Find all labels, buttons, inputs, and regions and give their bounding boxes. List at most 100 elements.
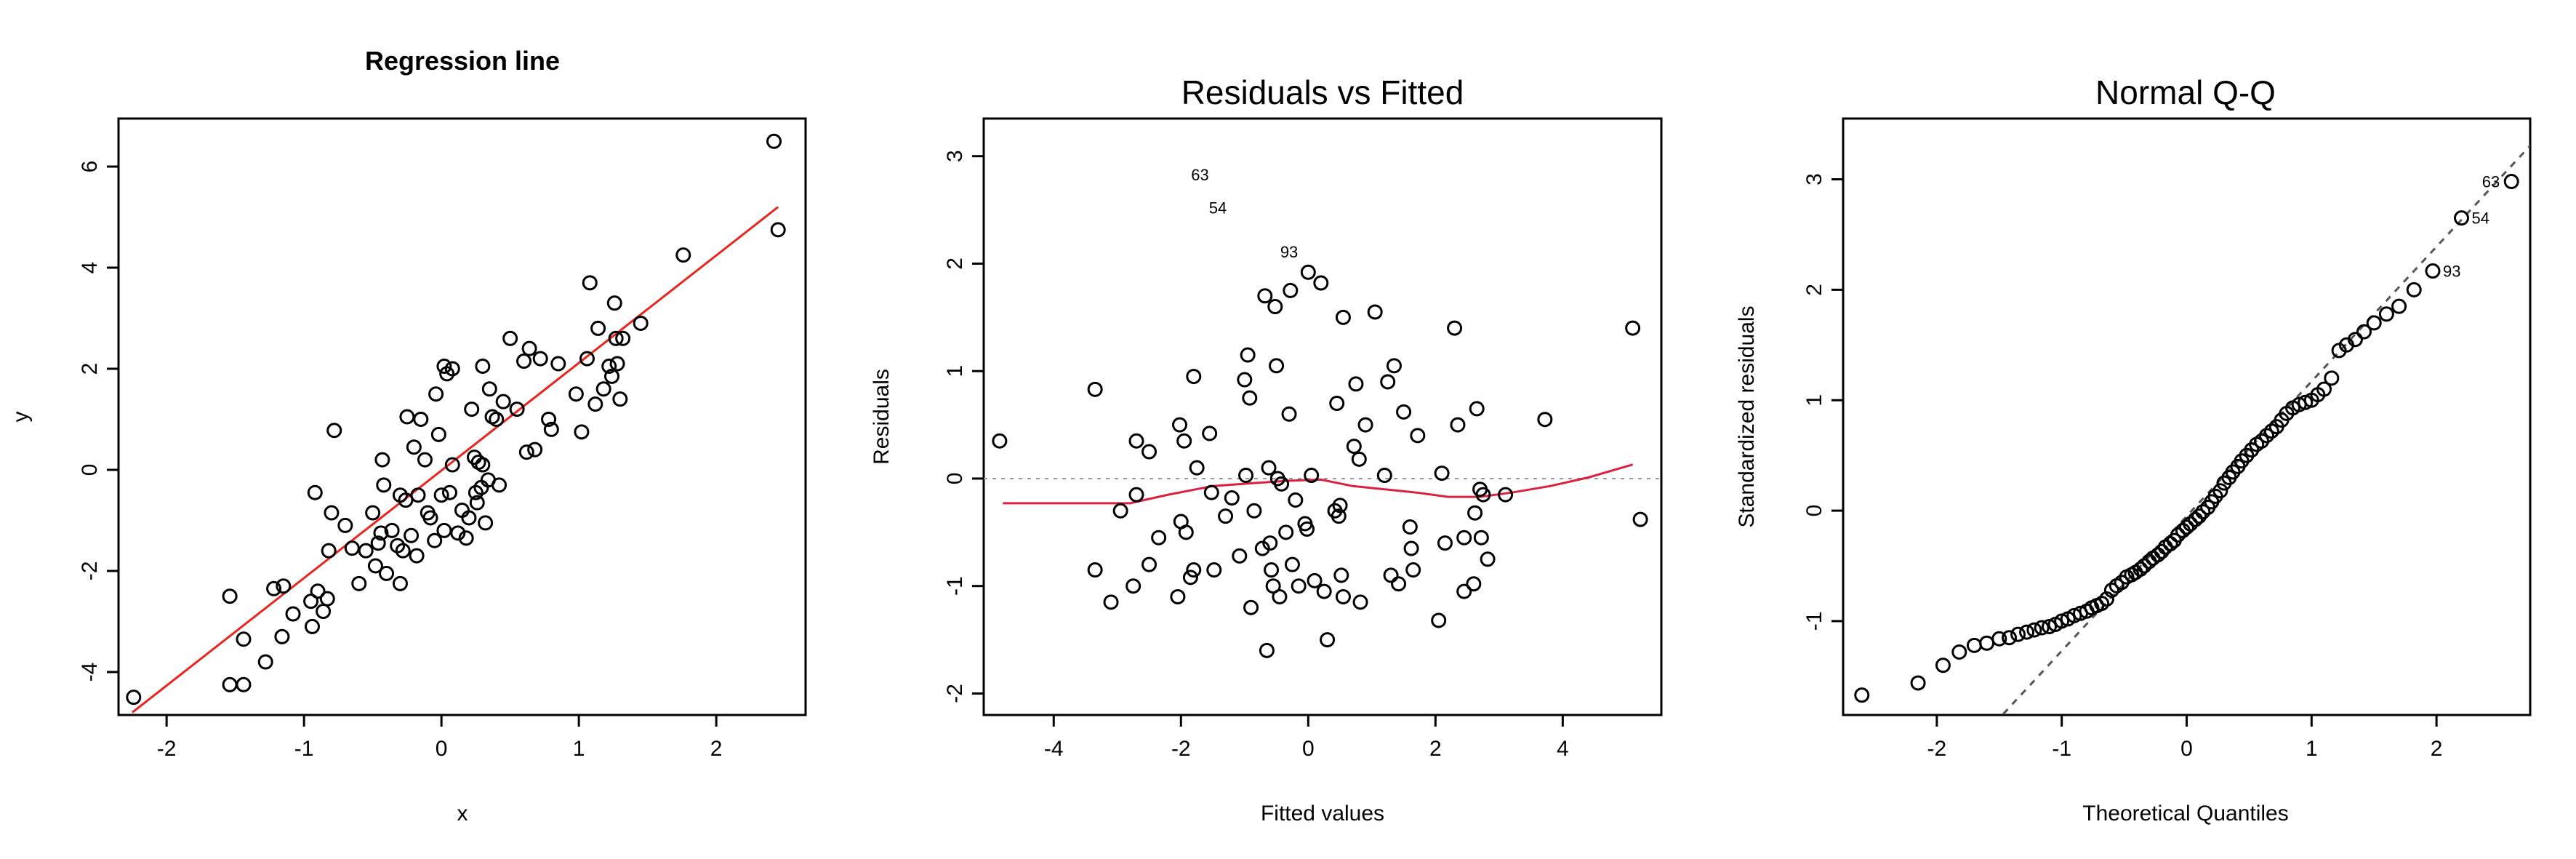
data-point	[489, 411, 505, 427]
data-point	[1367, 304, 1383, 320]
data-point	[379, 565, 395, 581]
x-tick-label: 2	[1429, 737, 1442, 761]
data-point	[606, 295, 622, 311]
data-point	[444, 361, 460, 377]
y-axis-label: Residuals	[870, 369, 894, 465]
data-point	[475, 457, 491, 473]
data-point	[1410, 428, 1426, 444]
data-point	[365, 505, 381, 521]
x-tick-label: 2	[710, 737, 723, 761]
data-point	[1348, 376, 1364, 392]
data-point	[450, 525, 466, 541]
x-tick-label: -1	[2052, 737, 2071, 761]
data-point	[2034, 620, 2050, 636]
data-point	[417, 452, 433, 468]
data-point	[410, 487, 426, 503]
smooth-curve	[1003, 463, 1634, 505]
x-ticks: -2 -1 0 1 2	[157, 715, 723, 761]
x-tick-label: -4	[1044, 737, 1064, 761]
chart-title: Regression line	[365, 46, 560, 76]
data-point	[541, 411, 557, 427]
y-tick-label: -1	[943, 576, 967, 596]
data-point	[1141, 444, 1157, 460]
data-point	[1284, 556, 1300, 572]
data-point	[276, 578, 292, 594]
data-point	[595, 381, 611, 397]
data-point	[612, 391, 628, 407]
data-point	[2154, 543, 2170, 559]
data-point	[1480, 551, 1496, 567]
data-point	[1966, 637, 1982, 653]
data-point	[1278, 524, 1294, 540]
data-point	[1232, 548, 1248, 564]
data-point	[2316, 381, 2332, 397]
data-point	[609, 356, 625, 372]
y-ticks: -2 -1 0 1 2 3	[943, 150, 984, 703]
y-ticks: -4 -2 0 2 4 6	[78, 161, 119, 682]
data-point	[1979, 635, 1995, 651]
data-point	[2356, 324, 2372, 340]
point-label: 93	[2443, 263, 2460, 281]
data-point	[1189, 460, 1205, 476]
data-points	[126, 133, 786, 714]
data-point	[1473, 530, 1489, 546]
data-point	[1450, 417, 1466, 433]
data-point	[358, 543, 374, 559]
data-point	[1237, 372, 1253, 388]
x-tick-label: -2	[157, 737, 177, 761]
data-point	[2162, 536, 2178, 552]
data-point	[436, 522, 452, 538]
data-point	[1267, 299, 1283, 315]
data-point	[1291, 578, 1307, 594]
data-point	[550, 356, 566, 372]
x-axis-label: Theoretical Quantiles	[2082, 802, 2288, 826]
data-point	[1170, 588, 1186, 604]
data-point	[303, 594, 319, 610]
data-point	[491, 477, 507, 493]
y-tick-label: 2	[78, 363, 102, 375]
data-point	[1456, 583, 1472, 599]
chart-title: Residuals vs Fitted	[1181, 73, 1464, 111]
data-point	[2179, 519, 2194, 535]
y-tick-label: 0	[943, 473, 967, 485]
data-point	[2019, 624, 2035, 640]
data-point	[1391, 576, 1407, 592]
data-point	[222, 588, 238, 604]
y-tick-label: 4	[78, 262, 102, 274]
data-point	[1332, 498, 1348, 514]
data-point	[1335, 588, 1351, 604]
data-point	[441, 484, 457, 500]
x-tick-label: -2	[1927, 737, 1947, 761]
x-tick-label: 4	[1557, 737, 1569, 761]
data-point	[304, 618, 320, 634]
data-point	[1854, 687, 1870, 703]
data-point	[2378, 306, 2394, 322]
y-tick-label: 2	[943, 257, 967, 270]
data-point	[1346, 439, 1362, 455]
data-point	[1182, 570, 1198, 586]
data-point	[1333, 567, 1349, 583]
data-point	[1202, 425, 1218, 442]
x-tick-label: -2	[1171, 737, 1191, 761]
data-point	[430, 426, 446, 442]
data-point	[2503, 174, 2519, 190]
data-point	[307, 484, 323, 500]
data-point	[2212, 483, 2228, 499]
data-point	[2103, 582, 2119, 598]
data-point	[1087, 562, 1103, 578]
data-point	[1475, 487, 1491, 503]
data-point	[1403, 540, 1419, 556]
data-point	[2026, 622, 2042, 638]
data-point	[1272, 588, 1288, 604]
data-point	[1437, 535, 1453, 551]
data-point	[1261, 460, 1277, 476]
data-point	[770, 222, 786, 238]
data-point	[1288, 492, 1304, 508]
data-point	[579, 351, 595, 367]
data-point	[1380, 374, 1396, 390]
data-point	[1935, 658, 1951, 674]
data-point	[1269, 358, 1285, 374]
data-point	[2094, 596, 2110, 612]
